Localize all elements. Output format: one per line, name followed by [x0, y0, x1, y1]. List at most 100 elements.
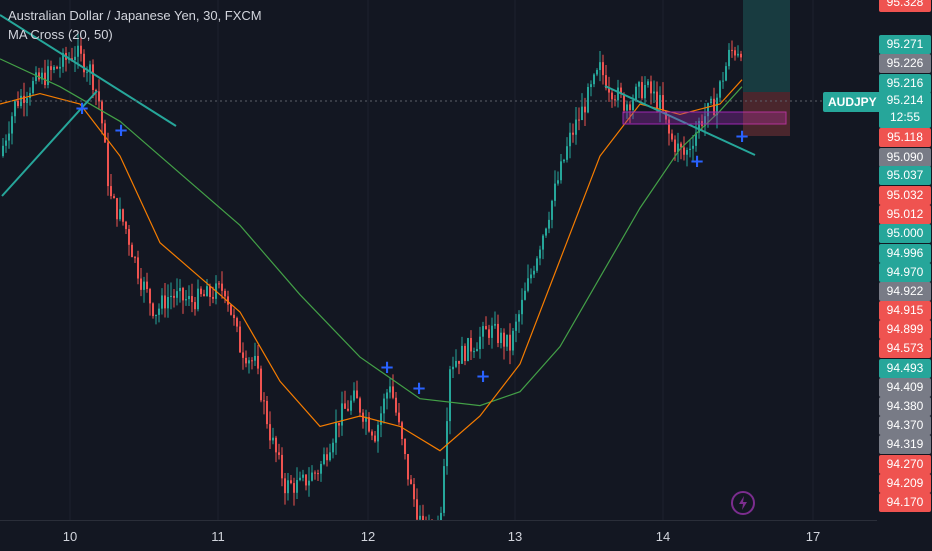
indicator-title: MA Cross (20, 50) — [8, 27, 113, 42]
candle-body — [380, 413, 382, 425]
candle-body — [347, 408, 349, 411]
candle-body — [476, 349, 478, 352]
long-position-stop[interactable] — [743, 92, 790, 136]
candle-body — [344, 403, 346, 409]
candle-body — [521, 299, 523, 315]
candle-body — [620, 87, 622, 94]
candle-body — [527, 278, 529, 291]
candle-body — [668, 119, 670, 134]
candle-body — [371, 431, 373, 436]
candle-body — [233, 314, 235, 319]
candle-body — [110, 186, 112, 197]
candle-body — [5, 140, 7, 146]
trendline-1[interactable] — [1, 90, 98, 197]
time-axis[interactable]: 10 11 12 13 14 17 — [0, 520, 877, 551]
candle-body — [533, 270, 535, 275]
candle-body — [137, 257, 139, 279]
candle-body — [284, 478, 286, 494]
candle-body — [590, 84, 592, 88]
candle-body — [275, 437, 277, 453]
candle-body — [701, 121, 703, 126]
candle-body — [353, 390, 355, 401]
candle-body — [74, 56, 76, 61]
candle-body — [269, 424, 271, 441]
candle-body — [107, 142, 109, 187]
candle-body — [617, 87, 619, 101]
candle-body — [398, 412, 400, 423]
candle-body — [116, 198, 118, 220]
price-label: 95.090 — [879, 148, 931, 167]
candle-body — [374, 435, 376, 442]
price-label: 95.216 — [879, 74, 931, 93]
candle-body — [86, 71, 88, 73]
candle-body — [251, 360, 253, 362]
price-label: 95.271 — [879, 35, 931, 54]
candle-body — [272, 437, 274, 441]
candle-body — [299, 477, 301, 481]
long-position-target[interactable] — [743, 0, 790, 92]
candle-body — [50, 66, 52, 70]
candle-body — [578, 119, 580, 121]
candle-body — [716, 97, 718, 116]
candle-body — [455, 360, 457, 367]
candle-body — [596, 70, 598, 75]
candle-body — [290, 480, 292, 484]
candle-body — [470, 338, 472, 352]
candle-body — [488, 329, 490, 338]
candle-body — [581, 106, 583, 121]
candle-body — [341, 403, 343, 426]
chart-canvas[interactable]: + + + + + + + — [0, 0, 877, 520]
time-tick-label: 12 — [360, 529, 376, 544]
candle-body — [662, 95, 664, 111]
candle-body — [17, 100, 19, 107]
trendline-2[interactable] — [0, 14, 177, 127]
candle-body — [698, 121, 700, 133]
candle-body — [557, 180, 559, 184]
candle-body — [623, 93, 625, 111]
ma-cross-marker: + — [475, 366, 490, 387]
candle-body — [83, 53, 85, 73]
drawings-layer — [0, 0, 877, 197]
candle-body — [404, 438, 406, 454]
candle-body — [194, 302, 196, 310]
candle-body — [638, 82, 640, 87]
candle-body — [410, 479, 412, 485]
candle-body — [491, 325, 493, 338]
candle-body — [164, 295, 166, 309]
zone-rectangle[interactable] — [622, 111, 787, 125]
candle-body — [575, 119, 577, 135]
candle-body — [686, 149, 688, 155]
candle-body — [377, 424, 379, 442]
candle-body — [728, 49, 730, 67]
lightning-icon[interactable] — [731, 491, 755, 515]
candle-body — [29, 93, 31, 99]
candle-body — [23, 95, 25, 103]
candle-body — [683, 147, 685, 155]
candle-body — [92, 64, 94, 90]
candle-body — [674, 139, 676, 152]
candle-body — [101, 101, 103, 124]
candle-body — [740, 53, 742, 58]
candle-body — [599, 62, 601, 71]
candle-body — [536, 258, 538, 271]
candle-body — [41, 72, 43, 80]
candle-body — [14, 100, 16, 117]
candle-body — [329, 452, 331, 461]
candle-body — [611, 92, 613, 100]
trendline-3[interactable] — [604, 85, 756, 156]
candle-body — [56, 66, 58, 69]
candle-body — [641, 82, 643, 99]
candle-body — [512, 330, 514, 351]
candle-body — [602, 62, 604, 76]
candle-body — [656, 91, 658, 109]
candle-body — [263, 400, 265, 402]
price-label: 95.328 — [879, 0, 931, 12]
candle-body — [659, 95, 661, 109]
ma-cross-marker: + — [689, 151, 704, 172]
candle-body — [713, 98, 715, 116]
candle-body — [212, 296, 214, 299]
candle-body — [248, 360, 250, 364]
candle-body — [185, 299, 187, 301]
candle-body — [605, 75, 607, 89]
price-label: 94.209 — [879, 474, 931, 493]
